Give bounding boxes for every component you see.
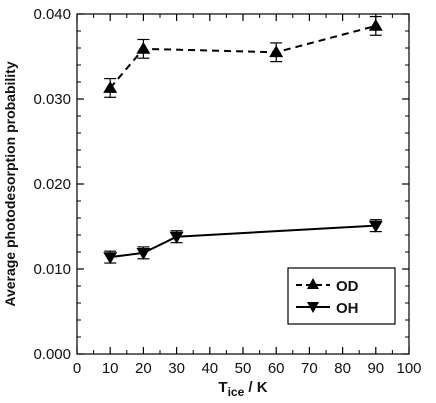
y-tick-label: 0.010 (33, 261, 71, 278)
x-tick-label: 60 (268, 360, 285, 377)
x-tick-label: 100 (396, 360, 421, 377)
y-axis-title: Average photodesorption probability (2, 61, 18, 306)
x-tick-label: 70 (301, 360, 318, 377)
legend-marker-oh (307, 302, 319, 313)
legend-marker-od (307, 278, 319, 289)
data-point-od (103, 80, 118, 93)
data-point-oh (103, 252, 118, 265)
data-point-od (136, 41, 151, 54)
data-point-oh (368, 220, 383, 233)
x-tick-label: 10 (102, 360, 119, 377)
y-axis-ticks: 0.000 0.010 0.020 0.030 0.040 (33, 6, 409, 363)
series-line-oh (110, 224, 376, 259)
legend-label-od: OD (336, 278, 359, 295)
y-tick-label: 0.000 (33, 346, 71, 363)
y-tick-label: 0.040 (33, 6, 71, 23)
x-axis-ticks: 0 10 20 30 40 50 60 70 80 90 100 (73, 14, 422, 377)
x-axis-title-unit: / K (244, 379, 268, 396)
x-tick-label: 80 (334, 360, 351, 377)
series-line-od (109, 24, 377, 89)
x-tick-label: 90 (367, 360, 384, 377)
x-tick-label: 30 (168, 360, 185, 377)
series-layer (103, 15, 383, 265)
data-point-oh (136, 247, 151, 260)
legend-box (287, 267, 396, 325)
x-axis-title-subscript: ice (228, 385, 245, 399)
x-tick-label: 40 (201, 360, 218, 377)
y-tick-label: 0.020 (33, 176, 71, 193)
x-tick-label: 20 (135, 360, 152, 377)
y-tick-label: 0.030 (33, 91, 71, 108)
x-tick-label: 50 (235, 360, 252, 377)
legend: OD OH (287, 267, 396, 325)
x-axis-title: Tice / K (218, 379, 267, 399)
data-point-oh (169, 231, 184, 244)
x-tick-label: 0 (73, 360, 81, 377)
data-point-od (368, 18, 383, 31)
x-axis-title-main: T (218, 379, 227, 396)
legend-label-oh: OH (336, 300, 359, 317)
data-point-od (269, 45, 284, 58)
